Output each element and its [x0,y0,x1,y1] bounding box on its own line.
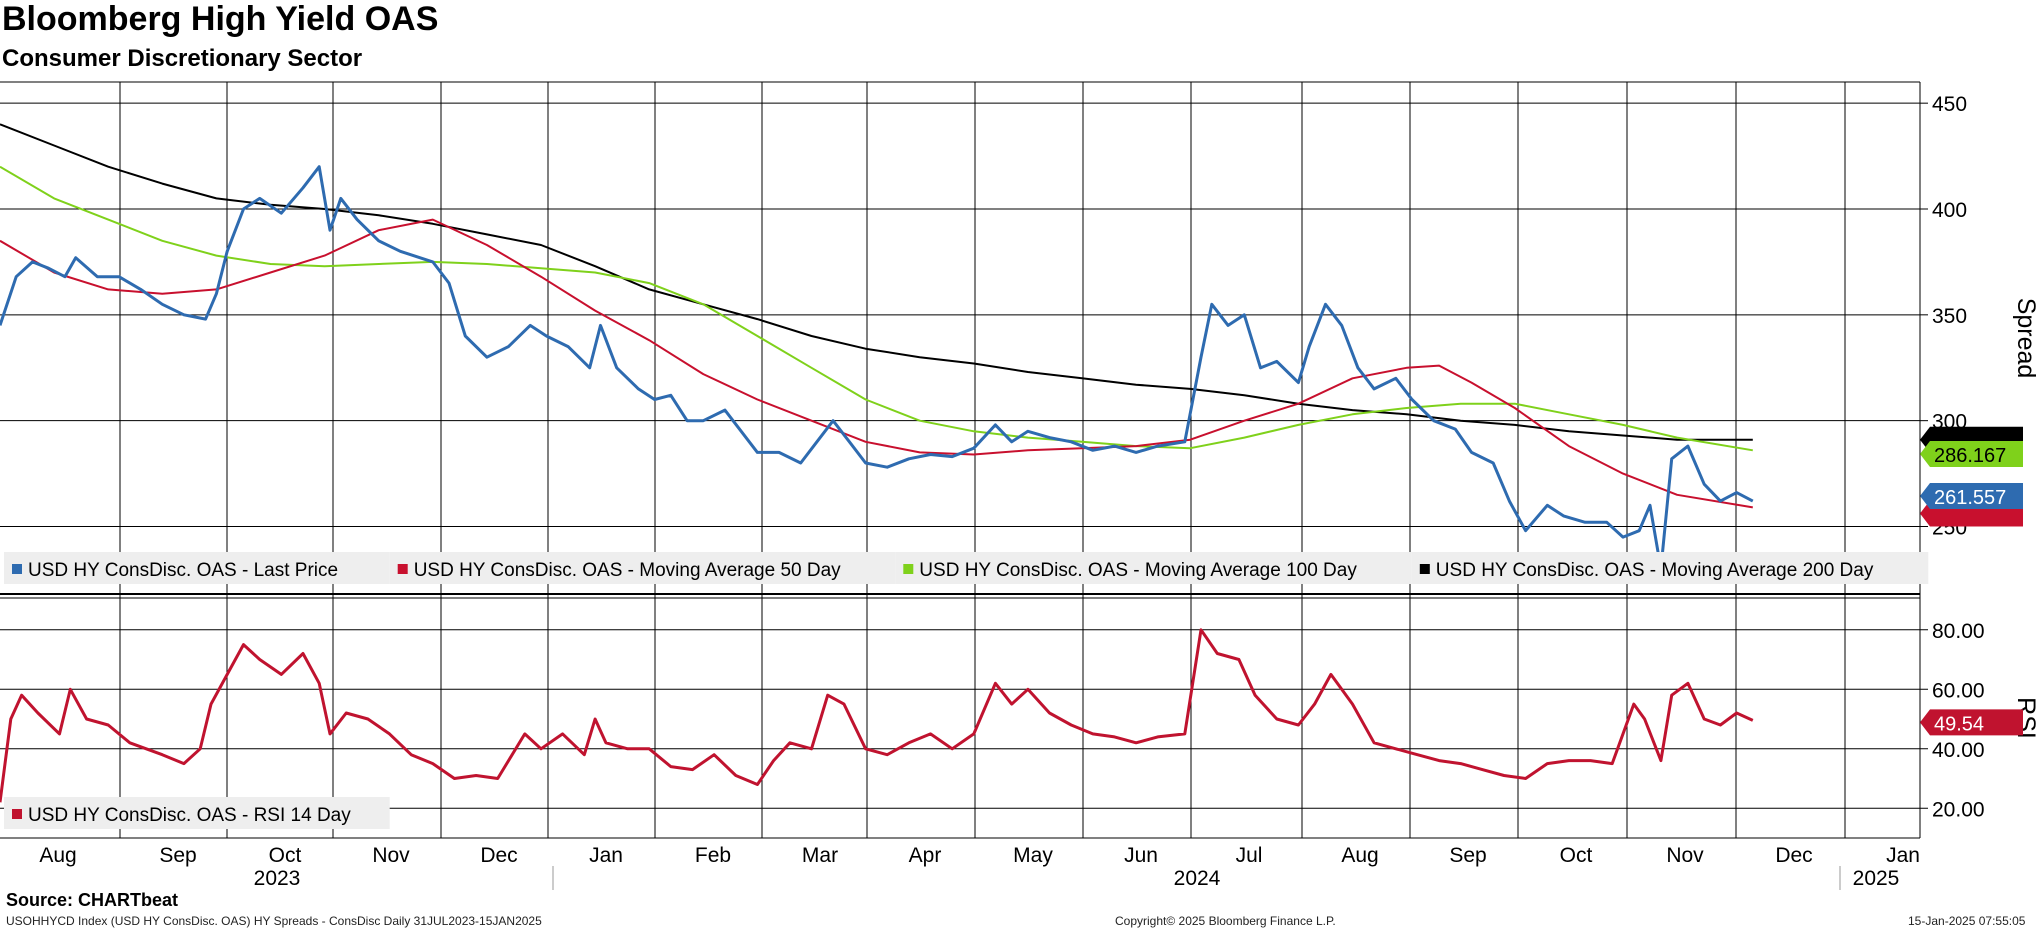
month-label: Sep [1449,844,1486,867]
ma100-value: 286.167 [1934,445,2006,467]
series-line-last_price [0,165,1754,571]
rsi-legend: USD HY ConsDisc. OAS - RSI 14 Day [4,797,390,829]
month-label: Feb [695,844,731,867]
month-label: Jul [1236,844,1263,867]
legend-label: USD HY ConsDisc. OAS - Moving Average 20… [1436,560,1874,581]
month-label: Oct [269,844,302,867]
year-label: 2025 [1853,867,1900,890]
month-label: Apr [909,844,942,867]
legend-bg [389,552,896,584]
month-label: May [1013,844,1053,867]
series-line-ma50 [0,218,1753,509]
legend-bg [1411,552,1929,584]
legend-swatch [1419,564,1430,574]
rsi-line [0,628,1754,803]
spread-legend: USD HY ConsDisc. OAS - Last Price USD HY … [4,552,1929,584]
rsi-tick-label: 60.00 [1932,679,1985,702]
month-label: Oct [1560,844,1593,867]
spread-series-layer [0,123,1754,571]
copyright: Copyright© 2025 Bloomberg Finance L.P. [1115,914,1336,928]
legend-bg [895,552,1412,584]
rsi-tick-label: 80.00 [1932,620,1985,643]
legend-bg [4,797,390,829]
rsi-tick-label: 40.00 [1932,739,1985,762]
last-price-value: 261.557 [1934,487,2006,509]
chart-subtitle: Consumer Discretionary Sector [2,45,363,72]
timestamp: 15-Jan-2025 07:55:05 [1908,914,2026,928]
legend-label: USD HY ConsDisc. OAS - RSI 14 Day [28,805,351,826]
rsi-tick-label: 20.00 [1932,798,1985,821]
ma100-tag [1920,440,2023,467]
month-label: Nov [1666,844,1704,867]
last-price-tag [1920,483,2023,510]
month-label: Mar [802,844,838,867]
legend-label: USD HY ConsDisc. OAS - Last Price [28,560,338,581]
month-label: Sep [159,844,196,867]
index-info: USOHHYCD Index (USD HY ConsDisc. OAS) HY… [6,914,542,928]
year-label: 2024 [1174,867,1221,890]
month-label: Dec [1775,844,1812,867]
source-label: Source: CHARTbeat [6,890,179,910]
spread-tick-label: 400 [1932,199,1967,222]
month-label: Nov [372,844,410,867]
legend-swatch [903,564,914,574]
legend-label: USD HY ConsDisc. OAS - Moving Average 50… [414,560,841,581]
legend-swatch [12,809,22,819]
legend-swatch [397,564,408,574]
month-label: Dec [480,844,517,867]
rsi-tag [1920,709,2023,736]
month-label: Aug [1341,844,1378,867]
month-label: Jan [589,844,623,867]
spread-tick-label: 350 [1932,305,1967,328]
chart-title: Bloomberg High Yield OAS [2,0,439,38]
spread-tick-label: 450 [1932,93,1967,116]
legend-bg [4,552,390,584]
month-label: Jan [1886,844,1920,867]
legend-label: USD HY ConsDisc. OAS - Moving Average 10… [919,560,1357,581]
rsi-value: 49.54 [1934,713,1984,735]
month-label: Aug [39,844,76,867]
month-label: Jun [1124,844,1158,867]
year-label: 2023 [254,867,301,890]
spread-axis-title: Spread [2012,298,2040,379]
series-line-ma100 [0,165,1753,452]
legend-swatch [12,564,22,574]
